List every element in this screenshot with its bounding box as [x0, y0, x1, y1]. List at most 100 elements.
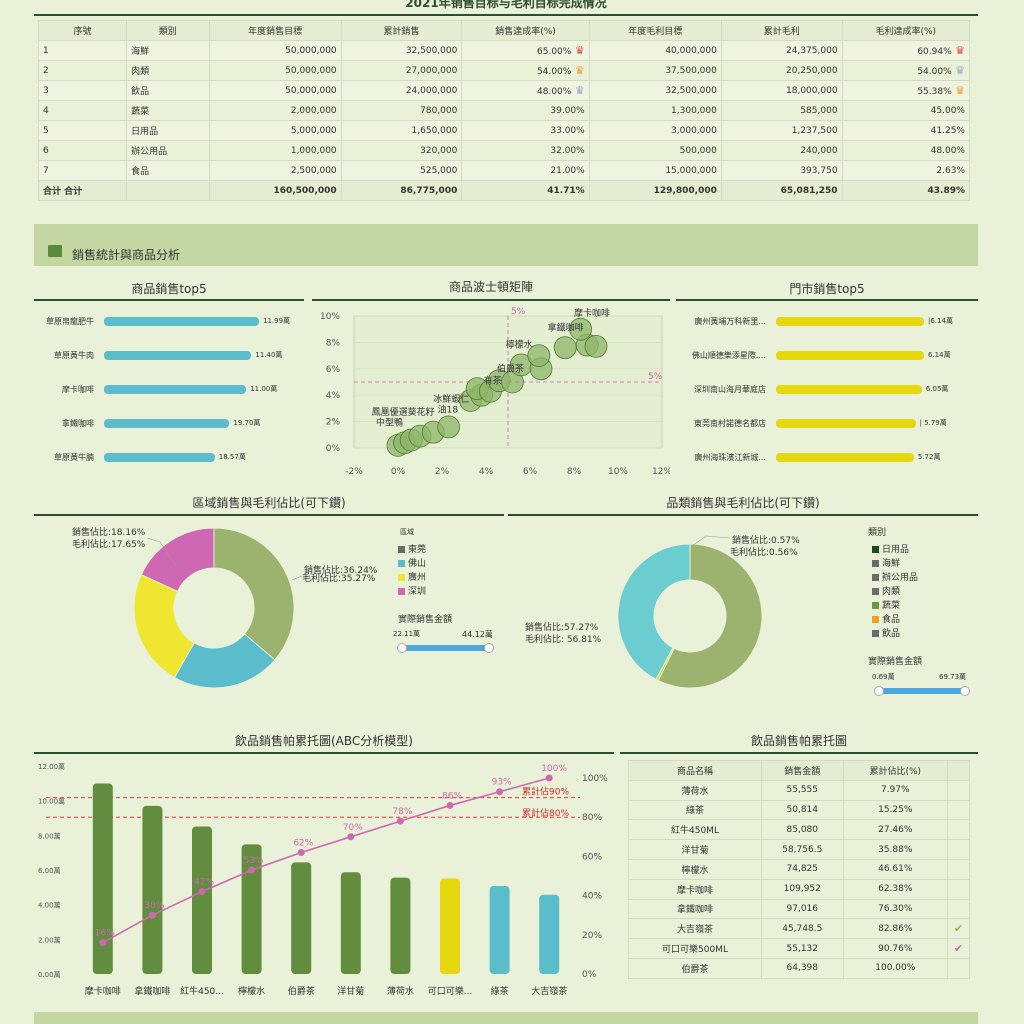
bar[interactable] [104, 385, 247, 394]
scatter-point[interactable] [527, 344, 551, 367]
legend-item[interactable]: 東莞 [398, 542, 426, 555]
column-header[interactable]: 銷售達成率(%) [461, 20, 590, 41]
legend-item[interactable]: 蔬菜 [872, 598, 900, 611]
scatter-point[interactable] [437, 415, 461, 439]
donut-slice[interactable] [140, 527, 215, 592]
annotation-sales: 銷售佔比:18.16% [72, 526, 146, 538]
legend-item[interactable]: 食品 [872, 612, 900, 625]
bar[interactable] [776, 419, 916, 428]
point-label: 有茶 [484, 374, 502, 386]
category-sales-slider[interactable] [879, 688, 965, 694]
pareto-bar[interactable] [440, 878, 460, 974]
mark-cell [947, 839, 970, 860]
column-header[interactable]: 類別 [126, 20, 210, 41]
crown-icon: ♛ [951, 64, 965, 77]
cell-value: 585,000 [800, 105, 838, 116]
legend-item[interactable]: 佛山 [398, 556, 426, 569]
pareto-bar[interactable] [192, 826, 212, 974]
column-header[interactable]: 銷售金額 [760, 760, 844, 781]
cumulative-point[interactable] [248, 866, 256, 874]
column-header[interactable]: 商品名稱 [628, 760, 762, 781]
category-slider-max-handle[interactable] [960, 686, 970, 696]
scatter-point[interactable] [569, 317, 593, 341]
total-cell: 65,081,250 [720, 180, 843, 201]
cell-value: 54.00% [537, 67, 572, 77]
region-donut-chart[interactable]: 銷售佔比:18.16%毛利佔比:17.65% 銷售佔比:36.24%毛利佔比:35… [34, 518, 394, 698]
cell-value: 500,000 [679, 145, 717, 156]
donut-slice[interactable] [657, 543, 763, 689]
x-tick-label: 0% [391, 467, 406, 477]
donut-slice[interactable] [213, 527, 295, 661]
pareto-bar[interactable] [489, 885, 510, 974]
category-slider-min-handle[interactable] [874, 686, 884, 696]
cumulative-point[interactable] [198, 888, 206, 896]
table-cell: 2,500,000 [208, 160, 342, 181]
legend-item[interactable]: 肉類 [872, 584, 900, 597]
x-tick-label: -2% [345, 467, 363, 477]
legend-item[interactable]: 深圳 [398, 584, 426, 597]
pareto-bar[interactable] [241, 844, 262, 974]
region-sales-slider[interactable] [402, 645, 489, 651]
cell-value: 1,237,500 [791, 125, 838, 136]
y2-tick-label: 100% [582, 774, 608, 784]
x-category-label: 可口可樂... [428, 985, 473, 997]
table-cell: 辦公用品 [126, 140, 210, 161]
bar-value-label: 11.99萬 [263, 317, 291, 325]
column-header[interactable]: 累計毛利 [720, 20, 843, 41]
legend-item[interactable]: 日用品 [872, 542, 909, 555]
x-tick-label: 10% [608, 467, 628, 477]
table-cell: 82.86% [842, 918, 949, 940]
cumulative-point[interactable] [545, 774, 553, 782]
column-header[interactable]: 累計銷售 [340, 20, 463, 41]
column-header[interactable]: 年度毛利目標 [588, 20, 722, 41]
pareto-bar[interactable] [92, 783, 113, 974]
bar-category-label: 佛山順德樂添星際.... [691, 351, 766, 360]
cumulative-point[interactable] [396, 817, 404, 825]
legend-item[interactable]: 廣州 [398, 570, 426, 583]
column-header[interactable]: 年度銷售目標 [208, 20, 342, 41]
category-donut-chart[interactable]: 銷售佔比:0.57%毛利佔比:0.56% 銷售佔比:57.27%毛利佔比: 56.… [508, 518, 868, 708]
pareto-bar[interactable] [340, 872, 361, 974]
total-row: 合计 合计 160,500,000 86,775,000 41.71% 129,800,… [37, 180, 971, 201]
bar[interactable] [776, 317, 924, 326]
region-underline [34, 514, 504, 516]
cumulative-point[interactable] [99, 939, 107, 947]
pareto-bar[interactable] [539, 894, 560, 974]
column-header[interactable]: 累計佔比(%) [842, 760, 949, 781]
cell-value: 辦公用品 [131, 147, 168, 157]
legend-label: 東莞 [408, 545, 427, 555]
bar[interactable] [776, 453, 914, 462]
top5-products-title: 商品銷售top5 [131, 282, 207, 296]
legend-item[interactable]: 辦公用品 [872, 570, 918, 583]
annotation-profit: 毛利佔比: 56.81% [525, 633, 602, 645]
bar[interactable] [104, 317, 259, 326]
x-category-label: 紅牛450... [180, 985, 224, 997]
table-cell: 1,650,000 [340, 120, 463, 141]
total-cell: 129,800,000 [588, 180, 722, 201]
bar[interactable] [104, 351, 252, 360]
region-slider-max-handle[interactable] [484, 643, 494, 653]
cumulative-point[interactable] [446, 801, 454, 809]
legend-item[interactable]: 海鮮 [872, 556, 900, 569]
column-header[interactable]: 序號 [37, 20, 128, 41]
pareto-bar[interactable] [291, 862, 312, 974]
pareto-bar[interactable] [142, 805, 163, 974]
cumulative-point[interactable] [496, 788, 504, 796]
mark-cell: ✔ [947, 918, 970, 940]
legend-item[interactable]: 飲品 [872, 626, 900, 639]
cumulative-point[interactable] [347, 833, 355, 841]
bar[interactable] [776, 385, 922, 394]
cumulative-point[interactable] [297, 848, 305, 856]
region-slider-min-handle[interactable] [397, 643, 407, 653]
table-cell: 18,000,000 [720, 80, 843, 101]
column-header[interactable]: 毛利達成率(%) [841, 20, 971, 41]
bar[interactable] [104, 419, 230, 428]
scatter-point[interactable] [553, 336, 577, 360]
bar[interactable] [776, 351, 924, 360]
cell-value: 1 [43, 45, 49, 56]
donut-slice[interactable] [617, 543, 691, 681]
cumulative-point[interactable] [148, 911, 156, 919]
pareto-bar[interactable] [390, 877, 411, 974]
bar[interactable] [104, 453, 215, 462]
scatter-point[interactable] [584, 334, 608, 358]
